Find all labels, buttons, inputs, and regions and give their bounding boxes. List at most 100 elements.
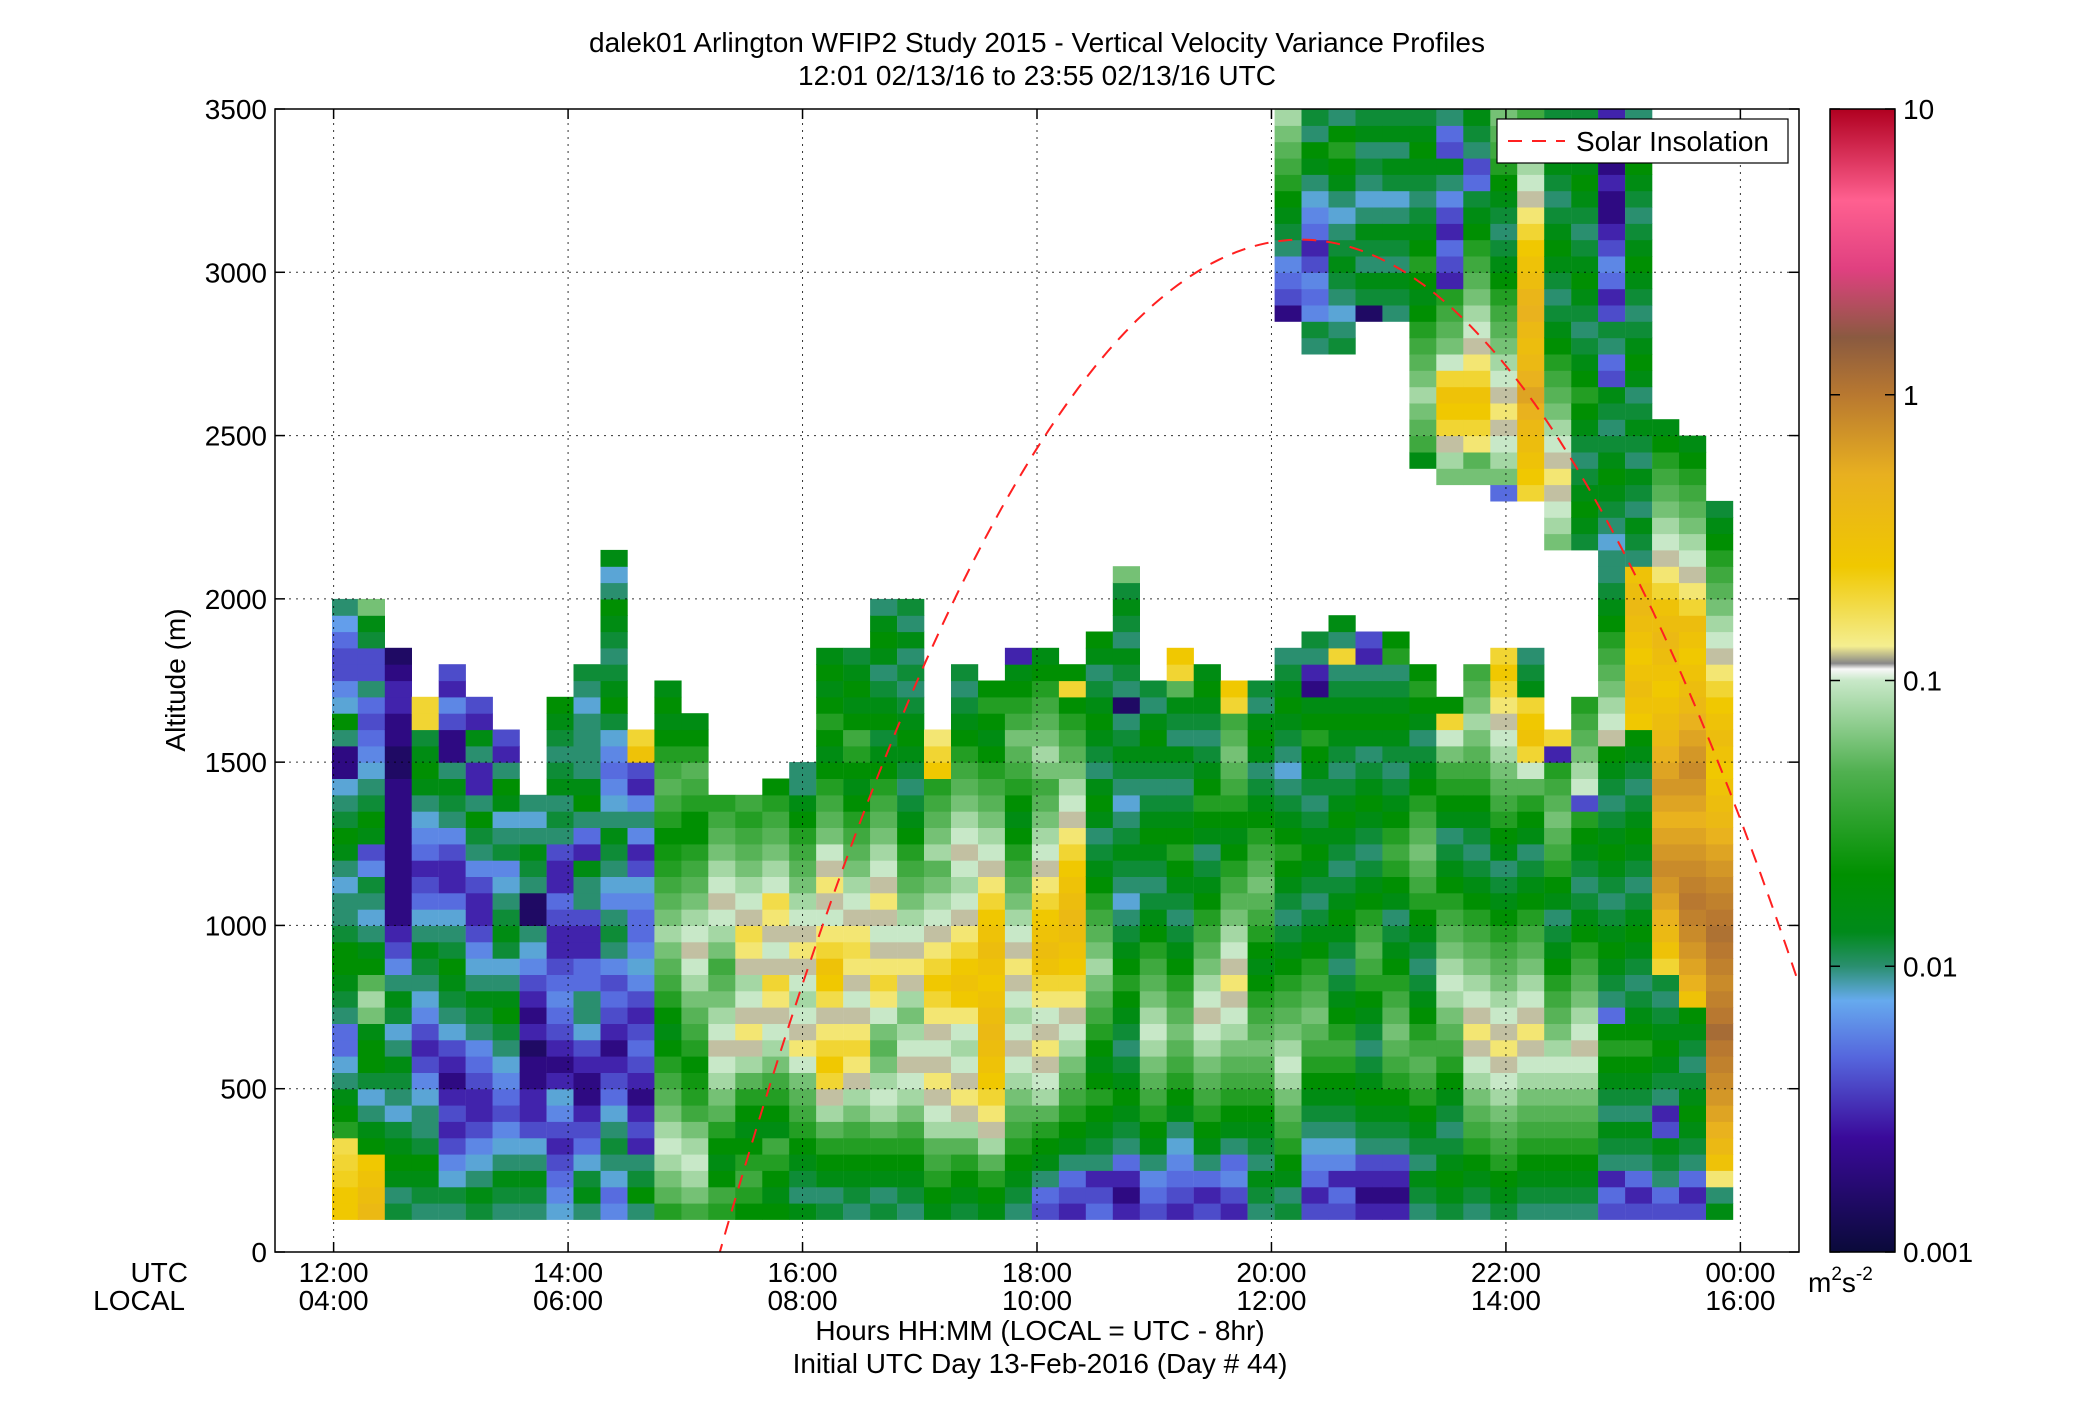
heatmap-cell [1355,1072,1383,1090]
heatmap-cell [627,892,655,910]
heatmap-cell [924,941,952,959]
heatmap-cell [1112,843,1140,861]
heatmap-cell [978,1007,1006,1024]
heatmap-cell [1463,811,1491,828]
heatmap-cell [1355,696,1383,714]
heatmap-cell [1355,1154,1383,1171]
heatmap-cell [1436,451,1464,469]
heatmap-cell [332,909,360,926]
heatmap-cell [1706,762,1734,779]
heatmap-cell [1409,762,1437,779]
heatmap-cell [1706,680,1734,698]
heatmap-cell [1409,680,1437,698]
heatmap-cell [1436,843,1464,861]
heatmap-cell [1031,647,1060,665]
heatmap-cell [1274,304,1302,322]
heatmap-cell [384,843,412,861]
heatmap-cell [1031,1121,1060,1139]
heatmap-cell [870,598,898,616]
heatmap-cell [627,1088,655,1106]
heatmap-cell [1220,1023,1248,1041]
heatmap-cell [1058,1154,1087,1171]
heatmap-cell [1328,1186,1356,1204]
heatmap-cell [1031,778,1060,796]
heatmap-cell [1004,778,1033,796]
heatmap-cell [924,974,952,992]
heatmap-cell [573,1088,601,1106]
heatmap-cell [1652,762,1680,779]
heatmap-cell [1463,941,1491,959]
heatmap-cell [438,664,466,682]
heatmap-cell [762,876,790,894]
heatmap-cell [978,1039,1006,1057]
heatmap-cell [332,615,360,633]
heatmap-cell [1031,1137,1060,1155]
heatmap-cell [843,713,871,731]
heatmap-cell [1166,1007,1194,1024]
heatmap-cell [951,1105,979,1122]
heatmap-cell [1409,370,1437,388]
heatmap-cell [1517,451,1545,469]
heatmap-cell [573,1137,601,1155]
heatmap-cell [1193,1023,1221,1041]
heatmap-cell [816,876,844,894]
heatmap-cell [924,745,952,763]
heatmap-cell [1193,664,1221,682]
heatmap-cell [1247,1039,1275,1057]
heatmap-cell [1085,1072,1113,1090]
heatmap-cell [1409,1170,1437,1188]
heatmap-cell [1463,288,1491,306]
heatmap-cell [384,958,412,975]
heatmap-cell [816,1056,844,1073]
heatmap-cell [1544,419,1572,437]
heatmap-cell [1004,1121,1033,1139]
heatmap-cell [1382,990,1410,1008]
heatmap-cell [1301,892,1329,910]
heatmap-cell [1193,1007,1221,1024]
heatmap-cell [843,1105,871,1122]
heatmap-cell [1625,745,1653,763]
heatmap-cell [627,1039,655,1057]
heatmap-cell [1085,729,1113,747]
heatmap-cell [1247,1105,1275,1122]
heatmap-cell [1166,925,1194,943]
heatmap-cell [1058,909,1087,926]
heatmap-cell [411,1105,439,1122]
heatmap-cell [1517,909,1545,926]
heatmap-cell [519,1170,547,1188]
heatmap-cell [1328,664,1356,682]
heatmap-cell [1625,402,1653,420]
heatmap-cell [1382,680,1410,698]
heatmap-cell [1679,925,1707,943]
heatmap-cell [1490,827,1518,845]
heatmap-cell [1220,1137,1248,1155]
heatmap-cell [1544,1039,1572,1057]
heatmap-cell [1382,1088,1410,1106]
heatmap-cell [1571,827,1599,845]
heatmap-cell [924,843,952,861]
heatmap-cell [573,1056,601,1073]
heatmap-cell [1328,190,1356,208]
heatmap-cell [1247,876,1275,894]
heatmap-cell [1382,207,1410,224]
heatmap-cell [1193,1186,1221,1204]
heatmap-cell [654,729,682,747]
heatmap-cell [600,631,628,649]
heatmap-cell [600,1170,628,1188]
heatmap-cell [1517,370,1545,388]
heatmap-cell [1463,174,1491,192]
heatmap-cell [357,1007,385,1024]
heatmap-cell [654,1203,682,1220]
heatmap-cell [1301,843,1329,861]
heatmap-cell [708,1023,736,1041]
heatmap-cell [1598,1137,1626,1155]
heatmap-cell [735,860,763,877]
heatmap-cell [681,990,709,1008]
heatmap-cell [1355,1039,1383,1057]
heatmap-cell [357,631,385,649]
heatmap-cell [600,778,628,796]
heatmap-cell [384,1088,412,1106]
heatmap-cell [1328,1088,1356,1106]
heatmap-cell [357,664,385,682]
heatmap-cell [1571,1137,1599,1155]
